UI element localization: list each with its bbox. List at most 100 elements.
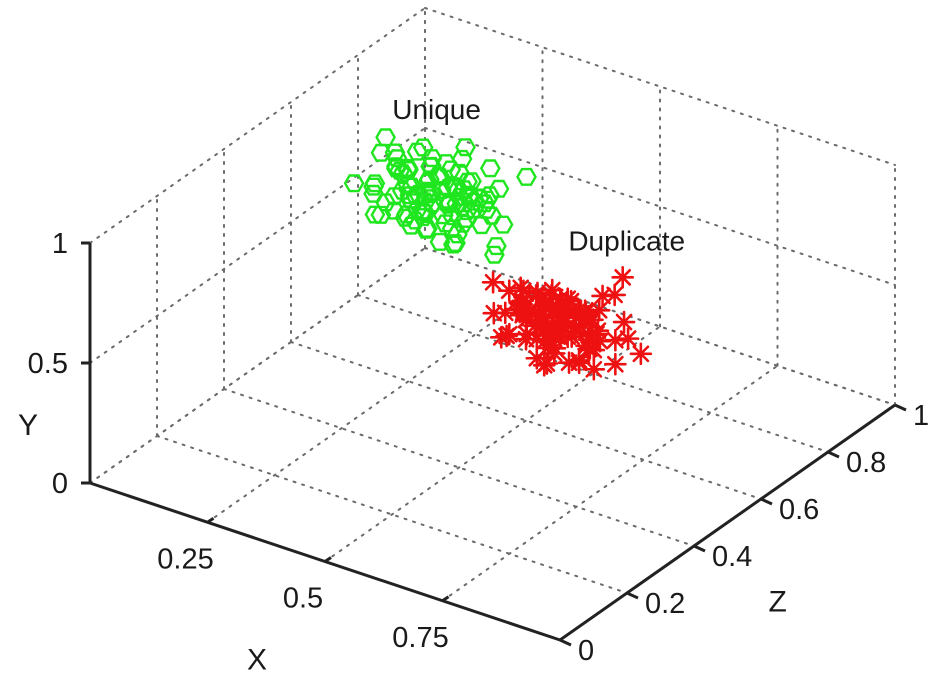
data-point-unique — [370, 205, 392, 224]
z-tick-mark — [894, 403, 907, 412]
x-axis-label: X — [247, 644, 267, 677]
data-point-unique — [479, 159, 501, 178]
annotation-duplicate: Duplicate — [568, 225, 685, 256]
z-tick-mark — [626, 591, 639, 600]
x-tick-mark — [441, 595, 450, 602]
z-tick-label: 0.4 — [712, 541, 752, 573]
data-point-duplicate — [535, 352, 559, 375]
z-tick-label: 0.2 — [645, 588, 685, 620]
data-point-unique — [442, 207, 464, 226]
z-axis-label: Z — [769, 586, 787, 619]
data-point-unique — [463, 200, 484, 219]
data-point-duplicate — [629, 342, 653, 366]
data-point-unique — [430, 181, 452, 199]
data-point-unique — [384, 187, 405, 206]
data-point-unique — [375, 128, 396, 147]
x-tick-label: 0.25 — [157, 543, 213, 575]
grid-line — [156, 435, 628, 594]
series-duplicate — [481, 266, 653, 381]
data-point-unique — [429, 167, 451, 186]
data-point-duplicate — [591, 284, 614, 308]
data-point-unique — [429, 232, 451, 251]
data-point-unique — [445, 178, 467, 197]
z-tick-label: 0.6 — [779, 494, 819, 526]
data-point-unique — [343, 174, 365, 193]
data-point-duplicate — [603, 283, 626, 307]
grid-line — [206, 286, 544, 524]
grid — [89, 7, 896, 641]
data-point-unique — [363, 184, 384, 203]
y-tick-label: 0.5 — [28, 348, 68, 380]
data-point-duplicate — [604, 352, 627, 376]
data-point-unique — [392, 164, 414, 183]
data-point-unique — [386, 157, 407, 176]
x-tick-mark — [324, 556, 332, 563]
grid-line — [89, 247, 426, 484]
x-tick-mark — [206, 517, 215, 524]
data-point-unique — [384, 143, 406, 162]
data-point-duplicate — [505, 298, 528, 321]
y-axis-label: Y — [18, 409, 38, 442]
data-point-duplicate — [497, 322, 521, 346]
data-point-unique — [458, 188, 480, 207]
data-point-duplicate — [567, 351, 591, 375]
grid-line — [441, 364, 779, 602]
data-point-unique — [412, 201, 433, 220]
data-point-unique — [415, 220, 437, 239]
data-point-unique — [392, 181, 413, 200]
data-point-duplicate — [555, 293, 578, 316]
z-tick-label: 0 — [578, 635, 594, 667]
z-tick-label: 0.8 — [846, 447, 886, 479]
grid-line — [89, 247, 426, 484]
data-point-unique — [516, 167, 537, 186]
data-point-duplicate — [482, 301, 506, 325]
data-point-unique — [445, 234, 466, 252]
data-point-unique — [394, 208, 416, 227]
data-point-duplicate — [586, 319, 610, 342]
z-tick-mark — [693, 544, 706, 553]
data-point-unique — [484, 245, 505, 264]
grid-line — [357, 294, 829, 453]
grid-line — [424, 247, 896, 406]
data-point-unique — [471, 216, 492, 235]
labels: X Y Z Unique Duplicate 0.250.50.7500.510… — [18, 94, 928, 677]
data-point-unique — [421, 149, 443, 168]
data-point-duplicate — [481, 271, 505, 294]
axes — [88, 243, 896, 642]
tick-marks — [81, 241, 907, 647]
data-point-unique — [492, 215, 514, 234]
data-point-duplicate — [530, 304, 554, 328]
annotation-unique: Unique — [392, 94, 481, 125]
data-point-unique — [455, 138, 476, 157]
data-point-duplicate — [548, 326, 572, 349]
data-point-unique — [468, 189, 490, 208]
data-point-unique — [363, 177, 384, 196]
data-point-unique — [488, 179, 510, 198]
data-point-duplicate — [569, 304, 593, 328]
z-axis-line — [559, 403, 896, 642]
grid-line — [89, 127, 426, 364]
z-tick-label: 1 — [913, 400, 928, 432]
data-point-unique — [443, 235, 464, 254]
data-point-duplicate — [585, 322, 608, 346]
data-point-unique — [481, 206, 503, 225]
data-point-unique — [397, 175, 419, 194]
y-tick-label: 1 — [52, 228, 68, 260]
z-tick-mark — [559, 638, 572, 647]
data-point-unique — [412, 138, 434, 157]
z-tick-mark — [760, 497, 773, 506]
y-tick-label: 0 — [52, 468, 68, 500]
data-point-unique — [435, 154, 457, 173]
data-point-duplicate — [582, 338, 606, 362]
z-tick-mark — [827, 450, 840, 459]
grid-line — [424, 127, 896, 286]
data-point-unique — [486, 237, 507, 256]
data-point-duplicate — [612, 310, 636, 334]
grid-line — [324, 325, 661, 563]
data-point-unique — [406, 142, 428, 161]
data-point-unique — [463, 192, 484, 211]
data-point-unique — [476, 190, 498, 209]
x-tick-label: 0.75 — [392, 622, 448, 654]
grid-line — [290, 341, 762, 500]
